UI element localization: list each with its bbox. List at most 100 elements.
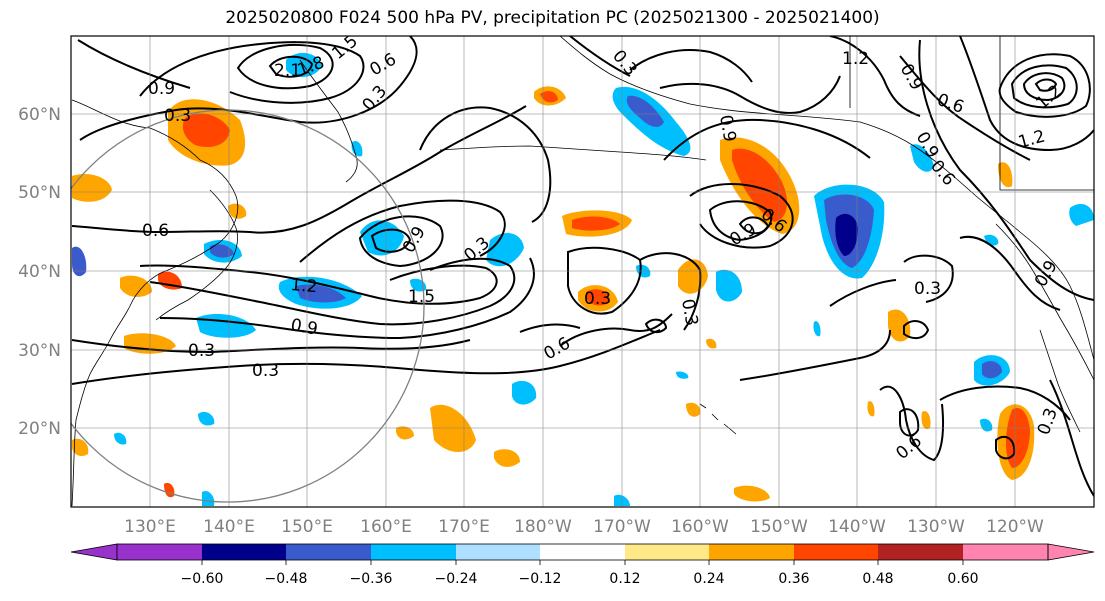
contour-label: 0.3: [584, 289, 611, 309]
colorbar-tick-label: −0.12: [519, 571, 562, 587]
aleutian-islands: [439, 145, 707, 161]
precip-negative-area: [114, 432, 127, 445]
precip-negative-area: [1069, 204, 1094, 226]
contour-label: 0.9: [289, 315, 319, 339]
lon-label: 170°W: [593, 517, 651, 537]
colorbar-tick-label: 0.48: [862, 571, 893, 587]
precip-strong-area: [572, 216, 620, 231]
lon-label: 120°W: [986, 517, 1044, 537]
precip-positive-area: [72, 173, 112, 202]
contour-line: [358, 215, 444, 268]
colorbar-segment: [540, 544, 625, 560]
lat-label: 60°N: [18, 105, 61, 125]
precip-positive-area: [686, 402, 701, 417]
precip-positive-area: [998, 162, 1013, 188]
contour-line: [903, 254, 954, 303]
colorbar-segment: [117, 544, 202, 560]
alaska-coastline: [559, 36, 1094, 361]
contour-line: [629, 49, 753, 83]
colorbar: −0.60 −0.48 −0.36 −0.24 −0.12 0.12 0.24 …: [70, 543, 1095, 587]
contour-label: 1.2: [842, 49, 869, 69]
lon-label: 130°W: [907, 517, 965, 537]
contour-line: [139, 264, 498, 305]
precip-positive-area: [734, 485, 770, 502]
contour-line: [959, 36, 1094, 152]
japan-coastline: [155, 189, 238, 321]
lat-label: 40°N: [18, 262, 61, 282]
contour-label: 0.3: [252, 361, 279, 381]
colorbar-tick-label: 0.60: [947, 571, 978, 587]
kamchatka-coastline: [299, 59, 358, 183]
baja-coastline: [1039, 329, 1081, 433]
precip-negative-area: [286, 52, 322, 78]
colorbar-segment: [709, 544, 794, 560]
precip-negative-area: [202, 490, 215, 506]
contour-line: [419, 106, 552, 223]
contour-label: 0.3: [914, 279, 941, 299]
chart-title: 2025020800 F024 500 hPa PV, precipitatio…: [225, 8, 880, 28]
contour-label: 0.3: [188, 341, 215, 361]
precip-negative-area: [351, 140, 363, 157]
contour-line: [738, 216, 770, 235]
lat-label: 30°N: [18, 341, 61, 361]
contour-label: 0.3: [677, 297, 701, 327]
precip-positive-area: [228, 203, 247, 219]
contour-line: [77, 39, 191, 89]
precip-negative-area: [198, 411, 215, 426]
hawaii-islands: [699, 403, 737, 435]
precip-negative-area: [486, 233, 524, 267]
contour-line: [139, 41, 365, 104]
contour-line: [71, 339, 471, 354]
lon-label: 140°W: [828, 517, 886, 537]
contour-label: 0.9: [715, 113, 739, 143]
lat-label: 20°N: [18, 419, 61, 439]
contour-label: 0.6: [142, 221, 169, 241]
contour-line: [829, 36, 921, 117]
precip-negative-strong: [210, 244, 234, 258]
contour-line: [559, 313, 673, 347]
precip-negative-area: [716, 269, 742, 302]
contour-line: [71, 105, 527, 234]
contour-line: [899, 408, 920, 437]
contour-line: [899, 55, 1031, 161]
contour-line: [569, 36, 631, 77]
lon-label: 140°E: [203, 517, 255, 537]
precip-positive-area: [396, 426, 414, 440]
graticule: [71, 36, 1094, 507]
precip-positive-area: [867, 401, 875, 417]
asia-coastline: [71, 99, 239, 507]
contour-line: [659, 75, 841, 114]
contour-line: [959, 235, 1061, 311]
contour-line: [644, 318, 668, 334]
colorbar-segment: [794, 544, 878, 560]
precip-positive-area: [921, 411, 931, 430]
contour-line: [1022, 72, 1066, 102]
colorbar-tick-label: 0.24: [693, 571, 724, 587]
contour-line: [1010, 64, 1078, 109]
lon-label: 160°E: [360, 517, 412, 537]
colorbar-high-extension: [1047, 543, 1095, 561]
precip-positive-area: [494, 449, 520, 467]
contour-line: [903, 320, 930, 340]
colorbar-low-extension: [70, 543, 118, 561]
colorbar-segment: [202, 544, 286, 560]
contour-line: [663, 118, 871, 161]
precip-positive-area: [120, 275, 152, 297]
colorbar-tick-label: 0.12: [609, 571, 640, 587]
contour-line: [998, 53, 1091, 118]
contour-line: [236, 44, 334, 90]
colorbar-segment: [456, 544, 540, 560]
contour-line: [739, 329, 891, 381]
precip-negative-area: [910, 144, 934, 172]
contour-line: [1034, 78, 1058, 92]
precip-negative-area: [72, 246, 87, 277]
precip-strong-area: [182, 113, 230, 148]
precip-positive-area: [72, 438, 89, 456]
lon-label: 170°E: [438, 517, 490, 537]
contour-label: 1.2: [290, 275, 319, 297]
pv-contours: [71, 36, 1094, 497]
longitude-labels: 130°E 140°E 150°E 160°E 170°E 180°W 170°…: [124, 517, 1044, 537]
precip-negative-strong: [296, 284, 346, 303]
colorbar-tick-label: −0.36: [350, 571, 393, 587]
lon-label: 130°E: [124, 517, 176, 537]
